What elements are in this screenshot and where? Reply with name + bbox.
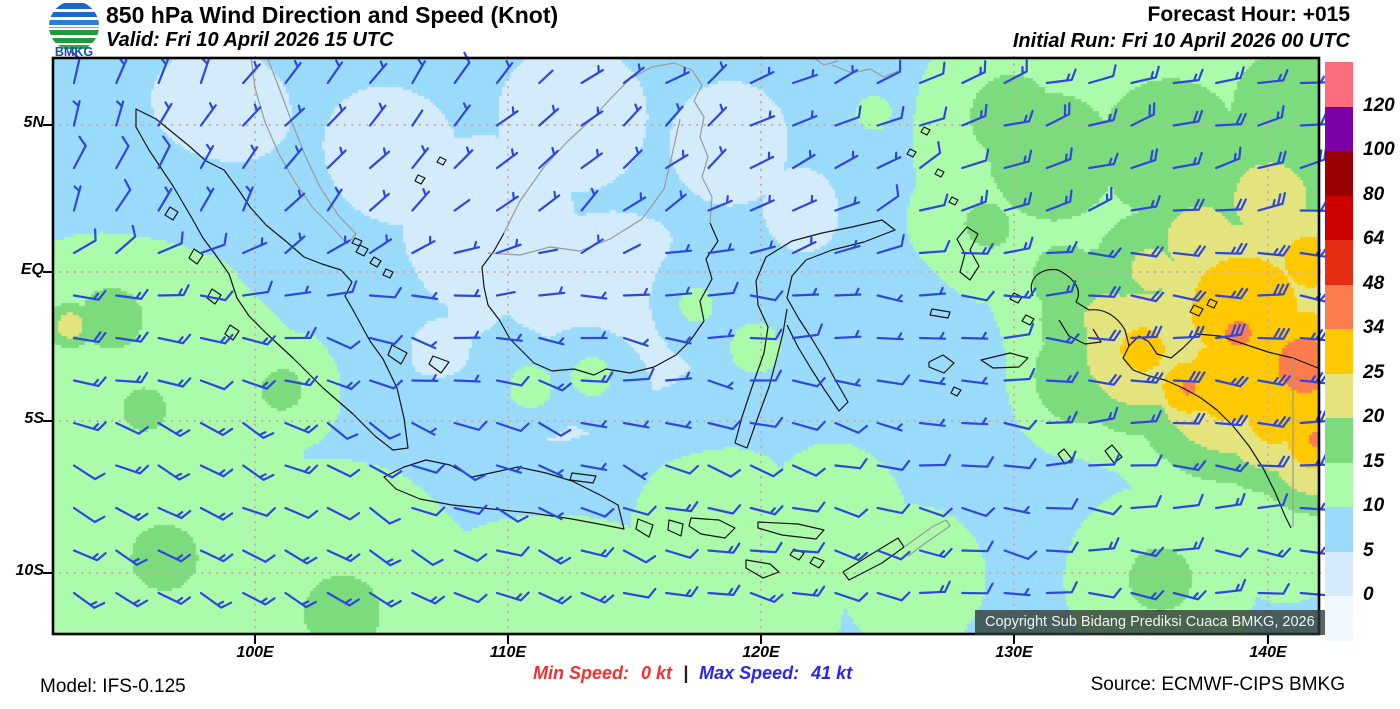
coastline [387,344,450,374]
lon-label-120E: 120E [742,644,780,661]
legend-band [1325,507,1353,552]
lat-label-10S: 10S [15,562,44,579]
lon-label-140E: 140E [1249,644,1287,661]
legend-band [1325,62,1353,107]
coastline [1057,444,1123,465]
legend-label-20: 20 [1363,406,1385,427]
wind-speed-shading [52,57,1320,635]
coastline [745,559,780,579]
logo-text: BMKG [55,45,93,57]
coastline [906,126,959,206]
coastline [635,518,684,538]
logo-wave-stripe [49,38,99,43]
legend-band [1325,151,1353,196]
lat-label-EQ: EQ [20,261,44,278]
lat-label-5S: 5S [24,410,44,427]
coastline [569,472,597,484]
copyright-notice: Copyright Sub Bidang Prediksi Cuaca BMKG… [975,610,1330,635]
coastline [842,537,905,581]
coastline [765,219,896,299]
max-speed-value: 41 kt [811,663,853,683]
legend-band [1325,462,1353,507]
initial-run-label: Initial Run: Fri 10 April 2026 00 UTC [1012,30,1350,52]
coastline [414,156,447,185]
logo-wave-stripe [52,45,96,49]
valid-time-label: Valid: Fri 10 April 2026 15 UTC [106,29,394,51]
legend-band [1325,418,1353,463]
coastline [1030,268,1319,369]
coastline [481,222,719,376]
coastline [757,521,825,540]
speed-range-label: Min Speed: 0 kt | Max Speed: 41 kt [533,663,852,684]
legend-band [1325,329,1353,374]
logo-wave-stripe [49,30,99,35]
coastline [688,517,736,539]
logo-divider-line [49,27,99,28]
foreign-coastline [811,56,899,78]
legend-band [1325,195,1353,240]
legend-band [1325,373,1353,418]
legend-label-25: 25 [1363,361,1385,383]
foreign-coastline [503,62,713,234]
coastline [786,297,849,412]
logo-cloud-stripe [49,12,99,17]
legend-band [1325,284,1353,329]
source-label: Source: ECMWF-CIPS BMKG [1090,674,1345,695]
legend-label-0: 0 [1363,584,1374,605]
min-speed-label: Min Speed: [533,663,630,683]
legend-band [1325,551,1353,596]
wind-map: Copyright Sub Bidang Prediksi Cuaca BMKG… [43,50,1334,644]
legend-band [1325,596,1353,641]
legend-colorbar [1325,62,1353,641]
wind-barbs [70,50,1334,609]
coastline [1122,345,1292,529]
coastline [351,237,394,279]
legend-label-15: 15 [1363,450,1385,472]
legend-label-80: 80 [1363,183,1385,205]
legend-label-48: 48 [1363,272,1385,294]
legend-label-120: 120 [1363,94,1395,116]
coastline [383,459,625,530]
coastline [164,206,240,341]
legend-band [1325,106,1353,151]
foreign-coastline [250,56,357,245]
legend-label-100: 100 [1363,139,1395,160]
coastline [929,308,962,397]
map-border [51,56,1321,636]
legend-label-34: 34 [1363,317,1385,338]
foreign-coastline [903,519,951,557]
legend-label-5: 5 [1363,539,1374,561]
coastline [956,226,980,281]
lat-label-5N: 5N [23,114,44,131]
logo-cloud-stripe [49,20,99,25]
lon-label-110E: 110E [489,644,527,661]
legend-label-10: 10 [1363,495,1385,516]
coastline [734,256,788,449]
coastline [1189,298,1218,317]
coastline [928,354,955,374]
min-speed-value: 0 kt [641,663,673,683]
legend-label-64: 64 [1363,228,1385,249]
speed-separator: | [683,663,689,683]
legend-band [1325,240,1353,285]
lon-label-130E: 130E [995,644,1033,661]
coastline [1058,319,1102,345]
model-label: Model: IFS-0.125 [40,676,186,697]
bmkg-logo: BMKG [49,3,99,57]
coastline [135,108,409,451]
page-title: 850 hPa Wind Direction and Speed (Knot) [106,2,559,28]
logo-cloud-stripe [49,3,99,9]
foreign-coastline [487,118,681,256]
map-overlay [43,50,1334,644]
max-speed-label: Max Speed: [699,663,800,683]
coastline [980,352,1029,369]
lon-label-100E: 100E [236,644,274,661]
forecast-hour-label: Forecast Hour: +015 [1147,3,1351,26]
